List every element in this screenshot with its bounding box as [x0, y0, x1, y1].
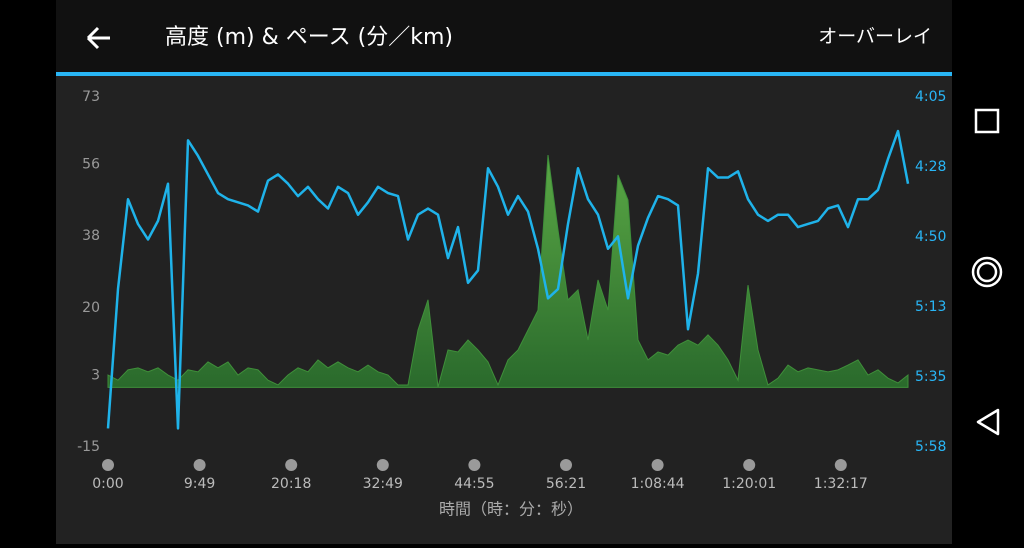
nav-home-inner: [976, 261, 998, 283]
nav-recent[interactable]: [974, 108, 1000, 134]
x-tick-label: 1:32:17: [814, 476, 868, 492]
x-tick-dot: [193, 459, 206, 471]
x-tick-label: 0:00: [92, 476, 123, 492]
x-tick-label: 1:08:44: [631, 476, 685, 492]
y-tick-label: 3: [91, 367, 100, 383]
x-tick-dot: [743, 459, 756, 471]
x-tick-label: 44:55: [454, 476, 494, 492]
x-tick-label: 9:49: [184, 476, 215, 492]
top-bar-accent: [56, 72, 952, 76]
y2-tick-label: 5:58: [915, 439, 946, 455]
nav-back[interactable]: [976, 408, 1000, 436]
back-button[interactable]: [86, 26, 110, 50]
top-bar: [56, 0, 952, 72]
x-tick-dot: [102, 459, 114, 471]
x-tick-label: 56:21: [546, 476, 586, 492]
overlay-button[interactable]: オーバーレイ: [818, 26, 932, 48]
y-tick-label: 56: [82, 157, 100, 173]
y-tick-label: 20: [82, 300, 100, 316]
y2-tick-label: 5:13: [915, 299, 946, 315]
altitude-area: [107, 155, 909, 388]
y-tick-label: 38: [82, 228, 100, 244]
x-tick-dot: [468, 459, 481, 471]
y-tick-label: 73: [82, 89, 100, 105]
nav-home[interactable]: [971, 256, 1003, 288]
x-axis-title: 時間（時：分：秒）: [439, 500, 583, 519]
pace-line: [106, 129, 910, 430]
x-tick-dot: [560, 459, 572, 471]
x-tick-label: 20:18: [271, 476, 311, 492]
y2-tick-label: 4:05: [915, 89, 946, 105]
y2-tick-label: 5:35: [915, 369, 946, 385]
y-tick-label: -15: [77, 439, 100, 455]
y2-tick-label: 4:28: [915, 159, 946, 175]
x-tick-dot: [376, 459, 389, 471]
x-tick-dot: [651, 459, 664, 471]
x-tick-dot: [285, 459, 298, 471]
screen-title: 高度 (m) & ペース (分／km): [165, 25, 453, 50]
x-tick-dot: [834, 459, 847, 471]
x-tick-label: 1:20:01: [722, 476, 776, 492]
x-tick-label: 32:49: [363, 476, 403, 492]
y2-tick-label: 4:50: [915, 229, 946, 245]
